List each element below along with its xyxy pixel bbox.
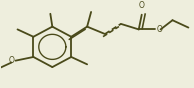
Text: O: O (9, 56, 15, 65)
Text: O: O (139, 1, 145, 10)
Text: O: O (157, 25, 163, 34)
